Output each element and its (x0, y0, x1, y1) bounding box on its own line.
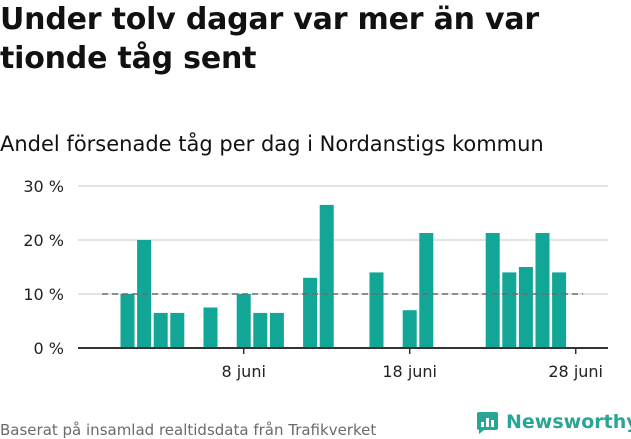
bar (485, 232, 500, 348)
headline-line-1: Under tolv dagar var mer än var (0, 2, 540, 37)
x-tick-label: 28 juni (548, 362, 603, 381)
headline: Under tolv dagar var mer än var tionde t… (0, 0, 620, 78)
bar (253, 312, 268, 348)
bar (535, 232, 550, 348)
bar (402, 310, 417, 348)
x-tick-label: 18 juni (382, 362, 437, 381)
bar (303, 277, 318, 348)
bars (120, 204, 567, 348)
y-axis-tick-labels: 0 % 10 % 20 % 30 % (23, 177, 64, 358)
newsworthy-logo-icon (477, 411, 498, 434)
bar (269, 312, 284, 348)
bar (170, 312, 185, 348)
x-axis-tick-labels: 8 juni 18 juni 28 juni (221, 348, 603, 381)
bar (502, 272, 517, 348)
x-tick-label: 8 juni (221, 362, 265, 381)
bar (203, 307, 218, 348)
brand-name: Newsworthy (506, 411, 631, 433)
source-note: Baserat på insamlad realtidsdata från Tr… (0, 421, 377, 439)
bar (552, 272, 567, 348)
bar (153, 312, 168, 348)
headline-line-2: tionde tåg sent (0, 41, 257, 76)
y-tick-label: 20 % (23, 231, 64, 250)
chart-area: 0 % 10 % 20 % 30 % 8 juni 18 juni 28 juni (0, 170, 631, 392)
bar (369, 272, 384, 348)
bar (319, 204, 334, 348)
y-tick-label: 30 % (23, 177, 64, 196)
y-tick-label: 10 % (23, 285, 64, 304)
y-tick-label: 0 % (34, 339, 64, 358)
newsworthy-logo: Newsworthy (476, 408, 631, 436)
bar (518, 267, 533, 348)
bar (236, 294, 251, 348)
chart-title: Andel försenade tåg per dag i Nordanstig… (0, 132, 544, 156)
bar (120, 294, 135, 348)
bar-chart: 0 % 10 % 20 % 30 % 8 juni 18 juni 28 juni (23, 177, 608, 381)
bar (419, 232, 434, 348)
